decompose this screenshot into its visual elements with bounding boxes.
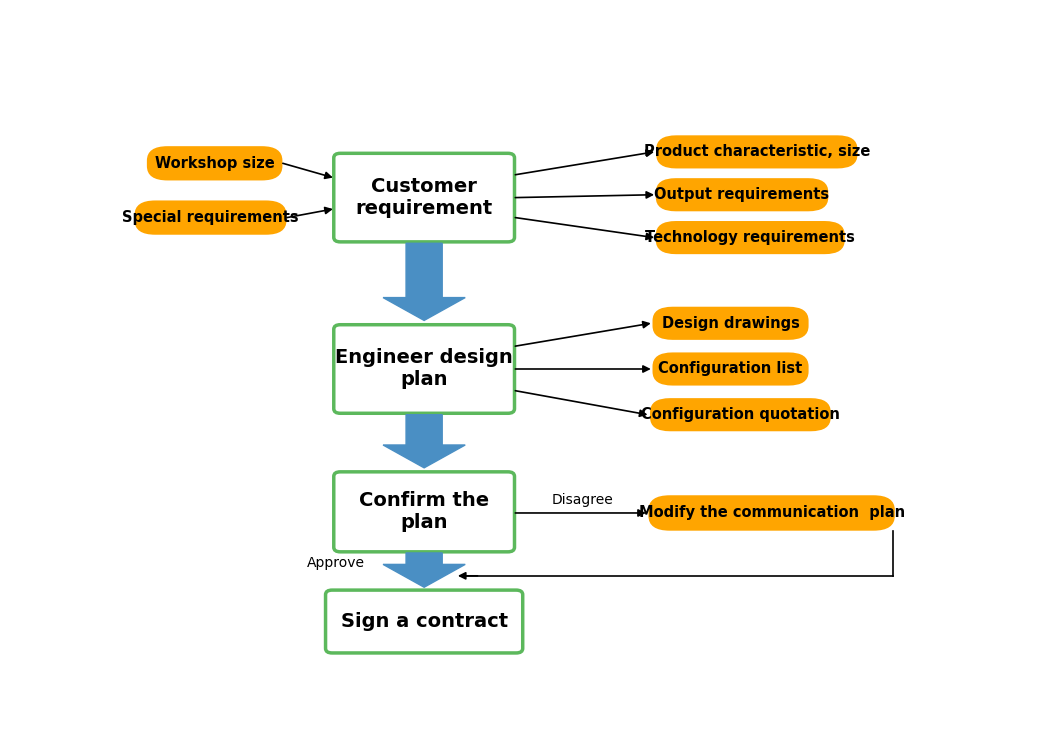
FancyBboxPatch shape bbox=[334, 325, 514, 413]
FancyBboxPatch shape bbox=[147, 146, 282, 180]
Text: Approve: Approve bbox=[307, 556, 366, 570]
Text: Technology requirements: Technology requirements bbox=[646, 230, 855, 245]
Text: Workshop size: Workshop size bbox=[155, 156, 275, 171]
Text: Design drawings: Design drawings bbox=[661, 316, 799, 331]
Text: Special requirements: Special requirements bbox=[122, 210, 299, 225]
FancyBboxPatch shape bbox=[325, 590, 523, 653]
Polygon shape bbox=[383, 553, 465, 587]
FancyBboxPatch shape bbox=[334, 472, 514, 552]
Polygon shape bbox=[383, 243, 465, 321]
FancyBboxPatch shape bbox=[656, 178, 828, 211]
Text: Configuration quotation: Configuration quotation bbox=[641, 407, 840, 422]
FancyBboxPatch shape bbox=[649, 495, 895, 531]
Text: Product characteristic, size: Product characteristic, size bbox=[643, 145, 870, 160]
Text: Customer
requirement: Customer requirement bbox=[355, 177, 493, 218]
Text: Disagree: Disagree bbox=[552, 493, 614, 508]
FancyBboxPatch shape bbox=[653, 352, 809, 386]
Text: Confirm the
plan: Confirm the plan bbox=[359, 491, 490, 532]
FancyBboxPatch shape bbox=[656, 221, 845, 255]
FancyBboxPatch shape bbox=[653, 306, 809, 340]
Text: Modify the communication  plan: Modify the communication plan bbox=[638, 505, 904, 520]
FancyBboxPatch shape bbox=[656, 135, 858, 168]
Text: Engineer design
plan: Engineer design plan bbox=[335, 349, 513, 390]
Polygon shape bbox=[383, 415, 465, 468]
FancyBboxPatch shape bbox=[650, 398, 831, 431]
FancyBboxPatch shape bbox=[135, 200, 286, 234]
Text: Output requirements: Output requirements bbox=[654, 187, 830, 203]
Text: Sign a contract: Sign a contract bbox=[340, 612, 508, 631]
Text: Configuration list: Configuration list bbox=[658, 361, 802, 376]
FancyBboxPatch shape bbox=[334, 154, 514, 242]
